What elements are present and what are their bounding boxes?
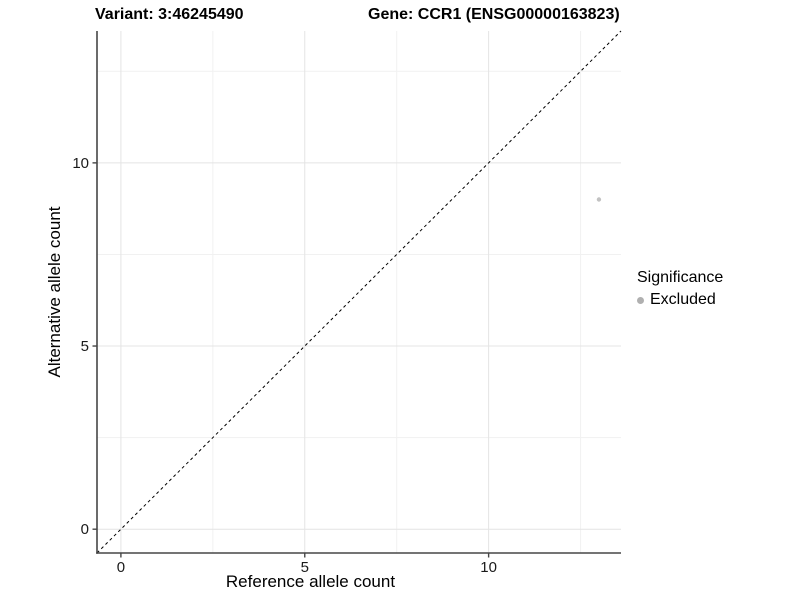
legend-item-label: Excluded — [650, 291, 716, 308]
y-tick-label: 0 — [81, 521, 89, 538]
plot-title-gene: Gene: CCR1 (ENSG00000163823) — [368, 6, 620, 23]
plot-title-variant: Variant: 3:46245490 — [95, 6, 244, 23]
x-tick-label: 10 — [480, 559, 497, 576]
legend-key-circle-icon — [637, 296, 644, 304]
y-tick-label: 10 — [72, 155, 89, 172]
identity-dashed-line — [96, 30, 622, 554]
legend-title: Significance — [637, 269, 724, 286]
legend-item-excluded: Excluded — [637, 291, 723, 309]
x-axis-title: Reference allele count — [225, 572, 396, 591]
data-point — [596, 197, 602, 202]
legend: Significance Excluded — [637, 269, 723, 309]
x-tick-label: 0 — [117, 559, 125, 576]
y-axis-title: Alternative allele count — [45, 206, 64, 378]
y-tick-label: 5 — [81, 338, 89, 355]
x-tick-label: 5 — [301, 559, 309, 576]
